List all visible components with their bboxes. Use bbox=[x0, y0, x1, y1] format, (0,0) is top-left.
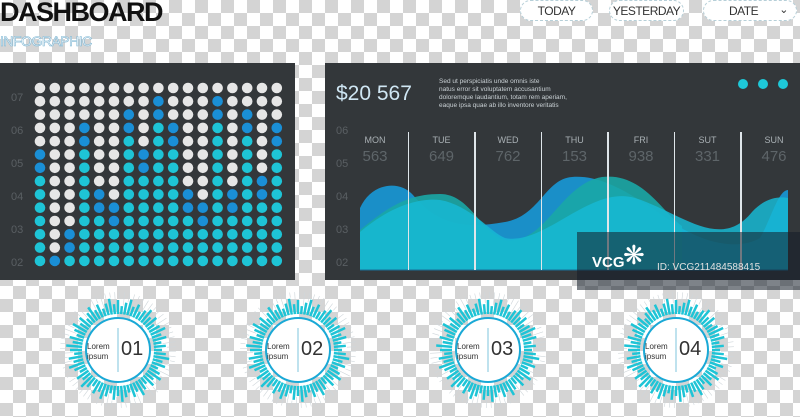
day-value: 649 bbox=[409, 148, 475, 165]
day-name: MON bbox=[342, 135, 408, 145]
circle-number: 04 bbox=[679, 338, 701, 361]
day-column: WED 762 bbox=[475, 135, 541, 165]
vcg-logo-icon: ❋ bbox=[623, 240, 645, 271]
day-value: 153 bbox=[542, 148, 608, 165]
step-circle: Lorem ipsum 02 bbox=[236, 288, 360, 412]
step-circle: Lorem ipsum 01 bbox=[56, 288, 180, 412]
ring-ticks bbox=[56, 288, 180, 412]
day-name: SUN bbox=[741, 135, 800, 145]
ring-ticks bbox=[236, 288, 360, 412]
circle-number: 02 bbox=[301, 338, 323, 361]
circle-label: Lorem ipsum bbox=[87, 342, 117, 362]
day-value: 563 bbox=[342, 148, 408, 165]
ring-ticks bbox=[614, 288, 738, 412]
day-value: 762 bbox=[475, 148, 541, 165]
day-name: THU bbox=[542, 135, 608, 145]
day-column: FRI 938 bbox=[608, 135, 674, 165]
circle-number: 03 bbox=[491, 338, 513, 361]
circle-label: Lorem ipsum bbox=[267, 342, 297, 362]
ring-ticks bbox=[426, 288, 550, 412]
day-value: 476 bbox=[741, 148, 800, 165]
day-column: SUN 476 bbox=[741, 135, 800, 165]
day-divider bbox=[474, 132, 476, 270]
day-name: SUT bbox=[675, 135, 741, 145]
day-value: 938 bbox=[608, 148, 674, 165]
day-value: 331 bbox=[675, 148, 741, 165]
day-name: TUE bbox=[409, 135, 475, 145]
watermark-id: ID: VCG211484588415 bbox=[657, 262, 760, 273]
day-divider bbox=[408, 132, 410, 270]
circle-label: Lorem ipsum bbox=[457, 342, 487, 362]
day-divider bbox=[541, 132, 543, 270]
circle-number: 01 bbox=[121, 338, 143, 361]
day-column: MON 563 bbox=[342, 135, 408, 165]
step-circle: Lorem ipsum 03 bbox=[426, 288, 550, 412]
step-circle: Lorem ipsum 04 bbox=[614, 288, 738, 412]
day-column: THU 153 bbox=[542, 135, 608, 165]
circle-label: Lorem ipsum bbox=[645, 342, 675, 362]
watermark-logo: VCG bbox=[592, 254, 625, 271]
watermark: VCG ❋ ID: VCG211484588415 bbox=[577, 232, 800, 290]
day-name: FRI bbox=[608, 135, 674, 145]
day-column: TUE 649 bbox=[409, 135, 475, 165]
day-column: SUT 331 bbox=[675, 135, 741, 165]
day-name: WED bbox=[475, 135, 541, 145]
